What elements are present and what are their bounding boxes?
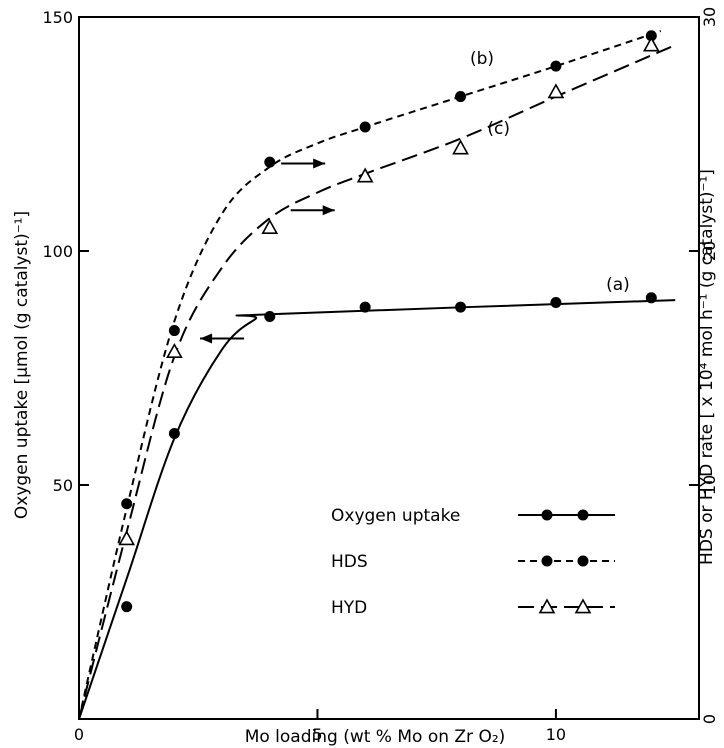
data-point-oxygen-uptake — [168, 428, 180, 440]
y-axis-right-title: HDS or HYD rate [ x 10⁴ mol h⁻¹ (g catal… — [697, 169, 717, 565]
tick-marks — [78, 16, 699, 720]
data-point-hds — [264, 156, 276, 168]
legend-marker — [574, 598, 592, 614]
data-point-oxygen-uptake — [550, 296, 562, 308]
series-curves — [78, 30, 676, 720]
legend-label: HDS — [331, 552, 368, 572]
data-point-hds — [455, 91, 467, 103]
data-point-oxygen-uptake — [264, 311, 276, 323]
curve-labels: (a) (b) (c) — [470, 49, 630, 295]
curve-label-hds: (b) — [470, 49, 494, 69]
legend-marker — [538, 598, 556, 614]
tick-labels: 0 5 10 50 100 150 0 10 20 30 — [42, 7, 719, 744]
axis-arrows — [200, 158, 335, 344]
data-point-hds — [121, 498, 133, 510]
curve-label-oxygen-uptake: (a) — [606, 275, 630, 295]
y-right-tick-label: 30 — [700, 7, 719, 27]
legend-label: HYD — [331, 598, 367, 618]
data-point-hyd — [452, 139, 469, 155]
y-right-tick-label: 0 — [700, 714, 719, 724]
legend-marker — [577, 555, 589, 567]
x-tick-label: 5 — [312, 725, 322, 744]
y-right-tick-label: 20 — [700, 241, 719, 261]
y-left-tick-label: 150 — [42, 8, 73, 27]
legend: Oxygen uptake HDS HYD — [331, 506, 615, 618]
y-left-tick-label: 100 — [42, 242, 73, 261]
legend-marker — [541, 509, 553, 521]
plot-frame — [78, 16, 700, 720]
data-point-hds — [168, 325, 180, 337]
data-point-hyd — [356, 167, 374, 183]
x-axis-title: Mo loading (wt % Mo on Zr O₂) — [245, 727, 506, 747]
data-point-hyd — [642, 36, 660, 52]
x-tick-label: 10 — [546, 725, 566, 744]
data-point-oxygen-uptake — [455, 301, 467, 313]
series-markers — [118, 30, 660, 613]
legend-marker — [577, 509, 589, 521]
data-point-oxygen-uptake — [359, 301, 371, 313]
x-tick-label: 0 — [74, 725, 84, 744]
data-point-hyd — [166, 342, 183, 359]
y-right-tick-label: 10 — [700, 475, 719, 495]
data-point-oxygen-uptake — [121, 601, 133, 613]
arrow-head-icon — [313, 158, 326, 169]
series-line-oxygen-uptake — [78, 299, 676, 720]
data-point-hyd — [118, 530, 136, 546]
y-axis-left-title: Oxygen uptake [µmol (g catalyst)⁻¹] — [12, 211, 32, 519]
arrow-head-icon — [322, 205, 335, 216]
data-point-hds — [550, 60, 562, 72]
arrow-head-icon — [200, 333, 213, 344]
legend-marker — [541, 555, 553, 567]
series-line-hyd — [78, 44, 676, 720]
plot-border — [78, 16, 700, 720]
series-line-hds — [78, 30, 662, 720]
curve-label-hyd: (c) — [487, 119, 510, 139]
data-point-hyd — [261, 218, 279, 234]
data-point-oxygen-uptake — [645, 292, 657, 304]
data-point-hds — [645, 30, 657, 42]
legend-label: Oxygen uptake — [331, 506, 460, 526]
data-point-hds — [359, 121, 371, 133]
data-point-hyd — [547, 83, 565, 99]
y-left-tick-label: 50 — [53, 476, 73, 495]
